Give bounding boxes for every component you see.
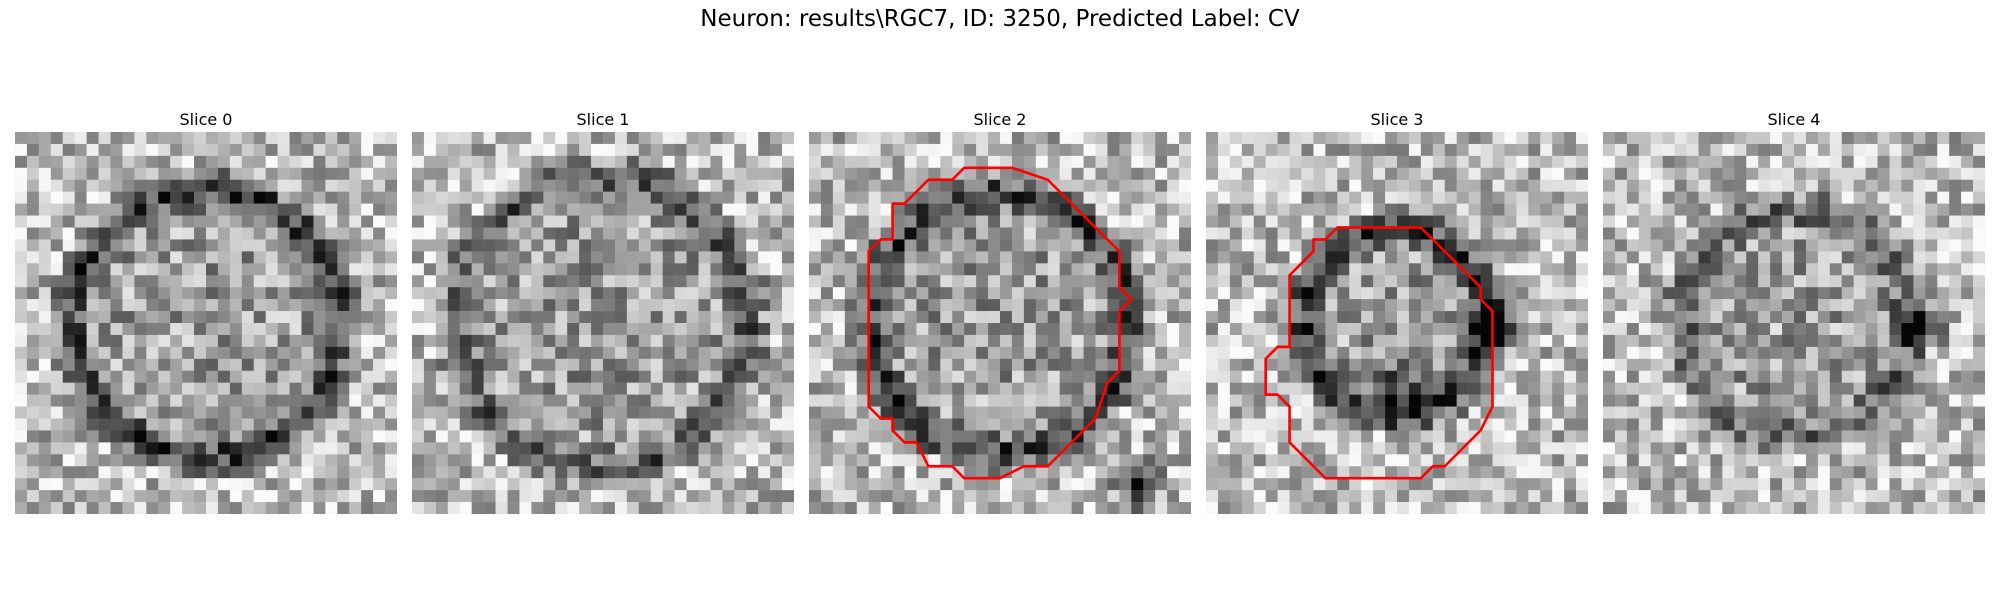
slice-title: Slice 3	[1370, 110, 1424, 129]
slice-panel-4: Slice 4	[1603, 108, 1985, 514]
slice-image-4	[1603, 132, 1985, 514]
slice-title: Slice 2	[973, 110, 1027, 129]
slice-image-3	[1206, 132, 1588, 514]
slice-panel-0: Slice 0	[15, 108, 397, 514]
slice-title: Slice 1	[576, 110, 630, 129]
slice-title: Slice 0	[179, 110, 233, 129]
slice-image-2	[809, 132, 1191, 514]
slice-panel-1: Slice 1	[412, 108, 794, 514]
slice-panel-2: Slice 2	[809, 108, 1191, 514]
roi-contour	[867, 166, 1133, 480]
slice-image-1	[412, 132, 794, 514]
slice-panel-3: Slice 3	[1206, 108, 1588, 514]
slice-image-0	[15, 132, 397, 514]
slice-title: Slice 4	[1767, 110, 1821, 129]
figure-title: Neuron: results\RGC7, ID: 3250, Predicte…	[700, 6, 1300, 32]
roi-contour	[1264, 226, 1494, 480]
